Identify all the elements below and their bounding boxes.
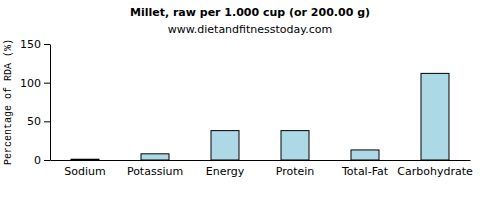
subtitle: www.dietandfitnesstoday.com bbox=[168, 23, 332, 36]
x-tick-label: Energy bbox=[206, 165, 245, 178]
bar bbox=[211, 131, 239, 160]
title: Millet, raw per 1.000 cup (or 200.00 g) bbox=[130, 6, 370, 19]
x-tick: Protein bbox=[276, 160, 315, 178]
bars bbox=[71, 73, 449, 160]
y-tick: 0 bbox=[34, 154, 50, 167]
x-tick-label: Protein bbox=[276, 165, 315, 178]
y-tick-label: 50 bbox=[27, 115, 41, 128]
x-tick: Total-Fat bbox=[341, 160, 389, 178]
bar bbox=[141, 154, 169, 160]
y-axis-line bbox=[50, 45, 51, 161]
bar bbox=[351, 150, 379, 160]
y-axis: 0 50 100 150 bbox=[20, 38, 51, 167]
x-axis-line bbox=[51, 160, 471, 161]
y-axis-title: Percentage of RDA (%) bbox=[3, 39, 14, 165]
x-tick-label: Potassium bbox=[127, 165, 183, 178]
x-tick-label: Carbohydrate bbox=[397, 165, 473, 178]
y-tick-label: 100 bbox=[20, 77, 41, 90]
y-tick: 50 bbox=[27, 115, 50, 128]
x-tick: Potassium bbox=[127, 160, 183, 178]
x-tick: Carbohydrate bbox=[397, 160, 473, 178]
bar bbox=[71, 159, 99, 160]
x-axis: Sodium Potassium Energy Protein Total-Fat Car… bbox=[51, 160, 473, 178]
chart: Millet, raw per 1.000 cup (or 200.00 g) w… bbox=[0, 0, 500, 200]
y-tick-label: 150 bbox=[20, 38, 41, 51]
x-tick: Sodium bbox=[64, 160, 105, 178]
x-tick-label: Total-Fat bbox=[341, 165, 389, 178]
y-tick-mark bbox=[44, 44, 50, 45]
x-tick: Energy bbox=[206, 160, 245, 178]
y-tick-mark bbox=[44, 121, 50, 122]
y-tick-mark bbox=[44, 160, 50, 161]
y-tick: 150 bbox=[20, 38, 50, 51]
bar bbox=[281, 131, 309, 160]
y-tick: 100 bbox=[20, 77, 50, 90]
x-tick-label: Sodium bbox=[64, 165, 105, 178]
y-tick-mark bbox=[44, 83, 50, 84]
y-tick-label: 0 bbox=[34, 154, 41, 167]
bar bbox=[421, 73, 449, 160]
